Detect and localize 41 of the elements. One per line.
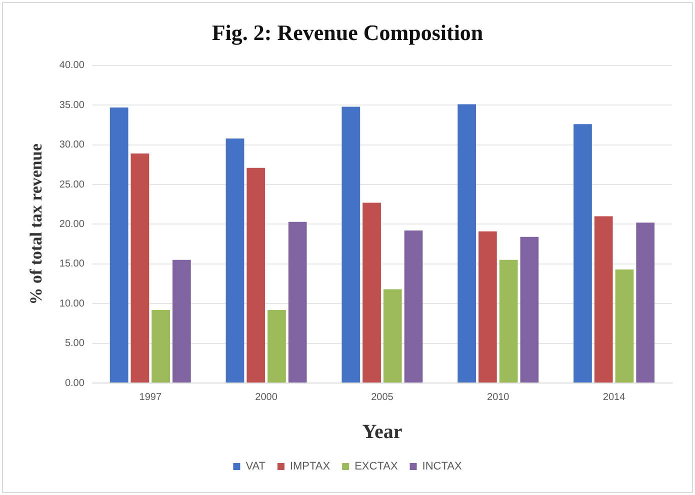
y-tick-label: 15.00 xyxy=(59,258,85,270)
bar xyxy=(594,216,613,382)
y-tick-label: 20.00 xyxy=(59,218,85,230)
bar xyxy=(615,269,634,382)
x-axis-title: Year xyxy=(362,421,402,444)
bar xyxy=(110,107,128,382)
y-tick-label: 5.00 xyxy=(64,338,85,350)
y-tick-label: 25.00 xyxy=(59,179,85,190)
x-tick-label: 2000 xyxy=(255,392,278,403)
legend-label: EXCTAX xyxy=(354,460,398,473)
bar xyxy=(478,231,497,382)
bar xyxy=(383,289,402,382)
x-tick-label: 2010 xyxy=(487,392,510,403)
bar xyxy=(499,260,518,382)
bar xyxy=(288,222,307,382)
bar xyxy=(404,230,423,382)
y-tick-label: 0.00 xyxy=(64,378,85,389)
x-tick-label: 2005 xyxy=(371,392,394,403)
y-tick-label: 35.00 xyxy=(59,100,85,111)
legend-label: IMPTAX xyxy=(290,460,331,473)
chart-title: Fig. 2: Revenue Composition xyxy=(212,20,484,45)
x-tick-label: 2014 xyxy=(602,392,626,403)
bar xyxy=(268,310,286,382)
bar xyxy=(458,104,476,382)
y-tick-label: 30.00 xyxy=(59,140,85,151)
bar xyxy=(362,202,381,382)
x-tick-label: 1997 xyxy=(139,392,162,403)
bar xyxy=(172,260,191,382)
legend-label: INCTAX xyxy=(422,460,462,473)
legend-label: VAT xyxy=(246,460,266,473)
bar xyxy=(130,154,150,382)
bar xyxy=(636,222,655,382)
bar xyxy=(520,236,539,382)
bar xyxy=(342,106,360,382)
bar xyxy=(246,168,266,382)
y-tick-label: 10.00 xyxy=(59,298,85,310)
bar xyxy=(574,124,592,382)
y-tick-label: 40.00 xyxy=(59,60,85,72)
y-axis-title: % of total tax revenue xyxy=(26,143,46,305)
bar xyxy=(152,310,170,382)
bar xyxy=(226,138,244,382)
